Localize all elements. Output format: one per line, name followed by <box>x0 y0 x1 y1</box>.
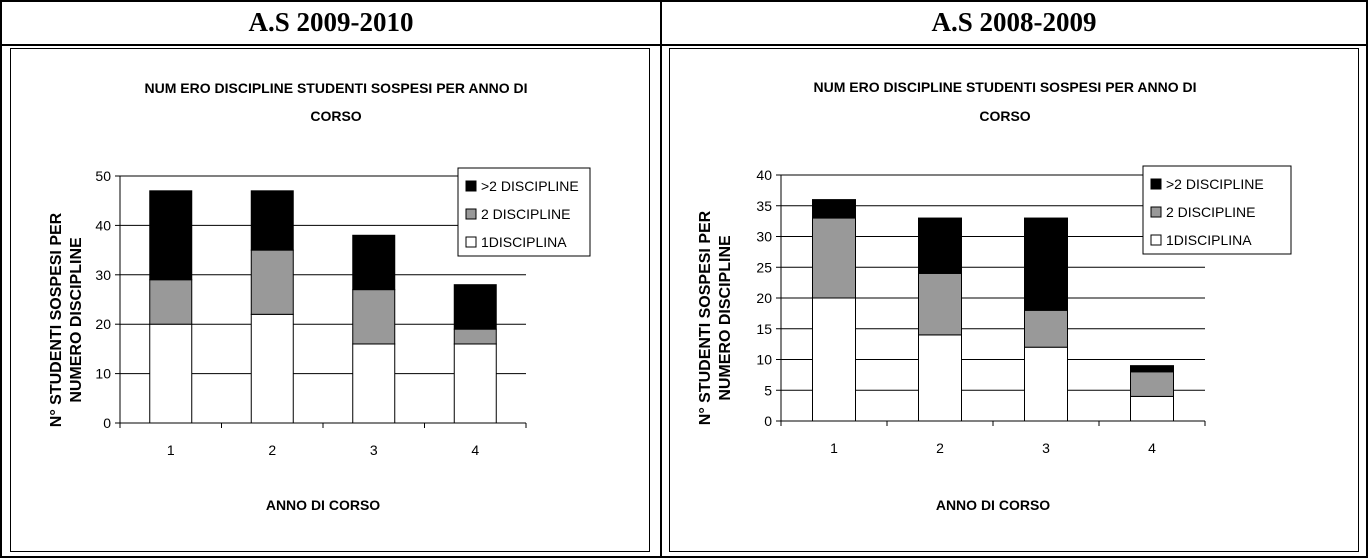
x-tick-label: 2 <box>268 442 276 458</box>
chart-2008-2009: NUM ERO DISCIPLINE STUDENTI SOSPESI PER … <box>669 48 1359 552</box>
table-border-right <box>1366 0 1368 558</box>
bar-segment <box>812 217 856 299</box>
y-tick-label: 10 <box>95 366 111 382</box>
y-tick-label: 30 <box>756 229 772 245</box>
x-tick-label: 3 <box>370 442 378 458</box>
legend-label: 1DISCIPLINA <box>1166 232 1252 248</box>
legend-box <box>457 167 591 257</box>
y-tick-label: 0 <box>103 415 111 431</box>
y-tick-label: 10 <box>756 352 772 368</box>
y-axis-label-line: NUMERO DISCIPLINE <box>68 237 85 403</box>
bar-segment <box>1130 365 1174 373</box>
x-tick-label: 1 <box>830 440 838 456</box>
x-tick-label: 4 <box>471 442 479 458</box>
table-column-divider <box>660 0 662 558</box>
bar-segment <box>250 190 294 251</box>
bar-segment <box>1130 371 1174 397</box>
chart-title-line: NUM ERO DISCIPLINE STUDENTI SOSPESI PER … <box>145 80 528 96</box>
legend-swatch <box>1150 234 1162 246</box>
bar-segment <box>453 343 497 424</box>
y-tick-label: 30 <box>95 267 111 283</box>
y-tick-label: 20 <box>756 290 772 306</box>
y-tick-label: 40 <box>756 167 772 183</box>
chart-title-line: CORSO <box>979 108 1030 124</box>
x-tick-label: 3 <box>1042 440 1050 456</box>
table-border-left <box>0 0 2 558</box>
bar-segment <box>149 323 193 424</box>
chart-title-line: NUM ERO DISCIPLINE STUDENTI SOSPESI PER … <box>814 79 1197 95</box>
legend-box <box>1142 165 1292 255</box>
legend-swatch <box>465 180 477 192</box>
y-tick-label: 40 <box>95 217 111 233</box>
table-header-divider <box>0 44 1368 46</box>
x-tick-label: 1 <box>167 442 175 458</box>
legend-swatch <box>465 208 477 220</box>
y-axis-label-line: N° STUDENTI SOSPESI PER <box>48 212 65 427</box>
legend-swatch <box>1150 178 1162 190</box>
bar-segment <box>352 289 396 345</box>
y-tick-label: 50 <box>95 168 111 184</box>
y-tick-label: 20 <box>95 316 111 332</box>
bar-segment <box>250 313 294 424</box>
bar-segment <box>812 199 856 219</box>
bar-segment <box>453 328 497 345</box>
y-axis-label-line: N° STUDENTI SOSPESI PER <box>697 210 714 425</box>
y-tick-label: 15 <box>756 321 772 337</box>
bar-segment <box>352 343 396 424</box>
legend-swatch <box>465 236 477 248</box>
panel-header-2009-2010: A.S 2009-2010 <box>248 7 414 37</box>
y-tick-label: 5 <box>764 382 772 398</box>
bar-segment <box>1024 217 1068 311</box>
bar-segment <box>918 334 962 422</box>
legend-label: >2 DISCIPLINE <box>1166 176 1264 192</box>
legend-swatch <box>1150 206 1162 218</box>
y-tick-label: 25 <box>756 259 772 275</box>
legend-label: >2 DISCIPLINE <box>481 178 579 194</box>
bar-segment <box>1024 346 1068 422</box>
bar-segment <box>918 272 962 336</box>
bar-segment <box>149 279 193 325</box>
bar-segment <box>1130 395 1174 422</box>
table-border-top <box>0 0 1368 2</box>
bar-segment <box>453 284 497 330</box>
bar-segment <box>812 297 856 422</box>
panel-header-2008-2009: A.S 2008-2009 <box>931 7 1097 37</box>
chart-title-line: CORSO <box>310 108 361 124</box>
y-tick-label: 0 <box>764 413 772 429</box>
y-tick-label: 35 <box>756 198 772 214</box>
y-axis-label-line: NUMERO DISCIPLINE <box>717 235 734 401</box>
x-tick-label: 2 <box>936 440 944 456</box>
table-border-bottom <box>0 556 1368 558</box>
bar-segment <box>918 217 962 274</box>
x-axis-label: ANNO DI CORSO <box>266 497 380 513</box>
legend-label: 2 DISCIPLINE <box>481 206 570 222</box>
chart-2009-2010: NUM ERO DISCIPLINE STUDENTI SOSPESI PER … <box>10 48 650 552</box>
bar-segment <box>250 249 294 315</box>
bar-segment <box>149 190 193 281</box>
bar-segment <box>352 234 396 291</box>
bar-segment <box>1024 309 1068 348</box>
x-tick-label: 4 <box>1148 440 1156 456</box>
legend-label: 1DISCIPLINA <box>481 234 567 250</box>
x-axis-label: ANNO DI CORSO <box>936 497 1050 513</box>
legend-label: 2 DISCIPLINE <box>1166 204 1255 220</box>
